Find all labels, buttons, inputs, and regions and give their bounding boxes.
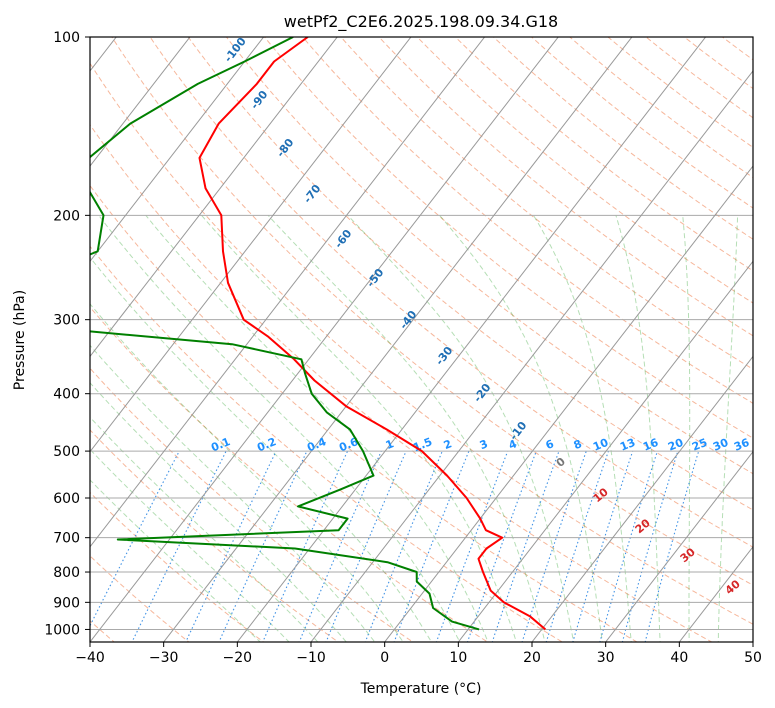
moist-adiabat-line [90,448,290,642]
moist-adiabat-line [90,303,404,642]
x-tick-label: −40 [75,650,105,666]
dry-adiabat-line [90,62,753,625]
y-tick-label: 500 [53,444,80,460]
isotherm-gridline [90,37,338,358]
x-tick-label: −30 [149,650,179,666]
chart-title: wetPf2_C2E6.2025.198.09.34.G18 [284,12,558,32]
dry-adiabat-line [90,429,340,642]
isotherm-gridline [90,37,265,263]
isobar-isotherm-grid [90,37,753,642]
y-tick-label: 1000 [44,622,80,638]
y-tick-label: 700 [53,531,80,547]
mixing-ratio-label: 8 [572,437,584,452]
dry-adiabat-line [378,37,753,337]
mixing-ratio-label: 13 [618,436,637,454]
isotherm-gridline [384,165,753,642]
x-tick-label: 30 [597,650,615,666]
dry-adiabat-line [90,491,265,642]
isotherm-gridline [605,450,753,642]
moist-adiabat-line [90,416,319,642]
isotherm-gridline [310,70,753,642]
isotherm-gridline [90,37,559,642]
moist-adiabat-line [201,214,518,642]
dry-adiabat-line [416,37,753,304]
moist-adiabat-line [98,214,461,642]
y-axis-title: Pressure (hPa) [12,290,28,390]
dry-adiabat-line [90,245,564,642]
y-axis: 100 200 300 400 500 600 700 800 900 1000 [44,30,90,638]
mixing-ratio-label: 36 [732,436,751,454]
moist-adiabat-line [267,214,546,642]
isotherm-gridline [163,37,633,642]
mixing-ratio-label: 10 [591,436,610,454]
y-tick-label: 800 [53,565,80,581]
mixing-ratio-label: 30 [711,436,730,454]
x-tick-label: 40 [670,650,688,666]
moist-adiabat-line [90,256,432,642]
dry-adiabat-line [340,37,753,370]
plot-frame [89,36,754,643]
dewpoint-profile-line [90,37,480,631]
moist-adiabat-line [90,382,347,642]
moist-adiabat-line [145,214,489,642]
dry-adiabat-line [90,555,190,642]
x-tick-label: 50 [744,650,762,666]
isotherm-gridline [90,37,191,167]
y-tick-label: 300 [53,313,80,329]
temperature-profile-line [198,37,547,631]
mixing-ratio-label: 25 [690,436,709,454]
moist-adiabat-line [533,215,632,642]
mixing-ratio-label: 2 [442,437,454,452]
dry-adiabat-line [225,37,753,475]
x-axis: −40 −30 −20 −10 0 10 20 30 40 50 [75,642,762,666]
y-tick-label: 100 [53,30,80,46]
x-tick-label: 0 [380,650,389,666]
moist-adiabat-line [439,214,603,642]
y-tick-label: 600 [53,491,80,507]
isotherm-gridline [531,355,753,642]
y-tick-label: 900 [53,595,80,611]
dry-adiabat-line [187,37,753,511]
x-tick-label: −10 [296,650,326,666]
dry-adiabat-line [90,184,639,642]
dry-adiabat-line [90,367,414,642]
moist-adiabat-line [347,214,575,642]
x-tick-label: −20 [223,650,253,666]
mixing-ratio-label: 20 [666,436,685,454]
x-tick-label: 10 [449,650,467,666]
y-tick-label: 200 [53,208,80,224]
sounding-profiles [90,37,547,631]
isotherm-gridline [236,37,707,642]
x-tick-label: 20 [523,650,541,666]
dry-adiabat-line [90,306,489,642]
mixing-ratio-label: 16 [641,436,660,454]
dry-adiabat-line [111,37,753,586]
isotherm-gridline [457,260,753,642]
mixing-ratio-label: 3 [478,437,490,452]
x-axis-title: Temperature (°C) [360,681,482,697]
isotherm-gridline [90,37,412,453]
mixing-ratio-label: 1 [384,437,396,452]
y-tick-label: 400 [53,387,80,403]
